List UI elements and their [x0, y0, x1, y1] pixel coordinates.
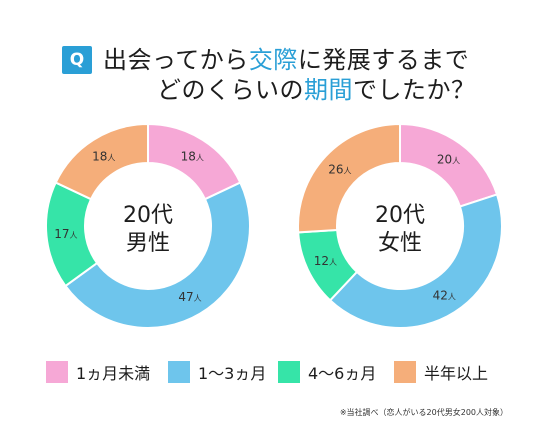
title-highlight: 期間 [304, 76, 353, 104]
donut-female-center-label-line1: 20代 [375, 203, 425, 228]
title-text: でしたか？ [353, 76, 476, 104]
legend-label: 1ヵ月未満 [76, 364, 151, 383]
legend: 1ヵ月未満 1〜3ヵ月 4〜6ヵ月 半年以上 [46, 360, 506, 384]
legend-item-over-half-year: 半年以上 [394, 360, 488, 384]
donut-male-value-label-2: 17人 [54, 227, 77, 241]
footnote: ※当社調べ（恋人がいる20代男女200人対象） [339, 408, 508, 417]
legend-item-1-to-3-months: 1〜3ヵ月 [168, 360, 266, 384]
donut-female-value-label-3: 26人 [328, 163, 351, 177]
donut-male-center-label-line1: 20代 [123, 203, 173, 228]
donut-female-value-label-2: 12人 [314, 254, 337, 268]
donut-male-value-label-1: 47人 [178, 290, 201, 304]
donut-male-slice-3 [54, 122, 149, 201]
question-badge: Q [62, 46, 92, 74]
title-text: 出会ってから [103, 46, 249, 74]
donut-female-value-label-1: 42人 [433, 289, 456, 303]
title-text: どのくらいの [157, 76, 304, 104]
donut-female-center-label-line2: 女性 [378, 231, 422, 256]
donut-female-slice-3 [297, 122, 401, 234]
legend-label: 半年以上 [424, 364, 489, 383]
donut-male-value-label-0: 18人 [181, 149, 204, 163]
legend-swatch [46, 361, 68, 383]
donut-male-slice-1 [64, 181, 251, 329]
legend-swatch [394, 361, 416, 383]
legend-item-4-to-6-months: 4〜6ヵ月 [278, 360, 376, 384]
donut-male-center-label-line2: 男性 [126, 231, 170, 256]
title-text: に発展するまで [297, 46, 470, 74]
legend-swatch [278, 361, 300, 383]
question-title-line2: どのくらいの期間でしたか？ [157, 70, 476, 105]
donut-female-value-label-0: 20人 [437, 152, 460, 166]
donut-male-value-label-3: 18人 [92, 149, 115, 163]
question-title-line1: 出会ってから交際に発展するまで [103, 40, 469, 75]
legend-label: 1〜3ヵ月 [198, 364, 267, 383]
legend-item-under-1-month: 1ヵ月未満 [46, 360, 150, 384]
title-highlight: 交際 [248, 46, 298, 74]
donut-female-slice-1 [328, 193, 503, 329]
legend-label: 4〜6ヵ月 [308, 364, 377, 383]
legend-swatch [168, 361, 190, 383]
